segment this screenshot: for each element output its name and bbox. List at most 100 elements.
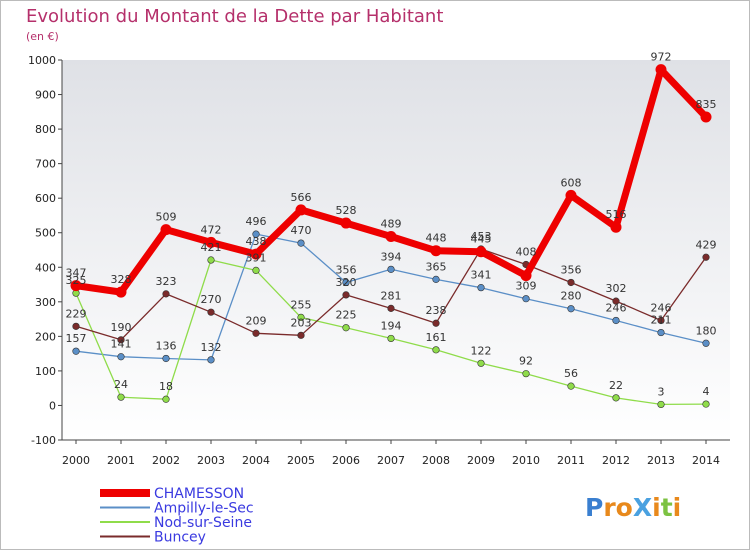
data-label: 323 [156, 275, 177, 288]
data-point [385, 231, 397, 243]
data-label: 4 [703, 385, 710, 398]
y-tick-label: 100 [35, 365, 56, 378]
data-label: 302 [606, 282, 627, 295]
x-tick-label: 2005 [287, 454, 315, 467]
data-point [702, 400, 710, 408]
data-labels-ampilly-le-sec: 157 141 136 1324964703563943653413092802462… [66, 215, 717, 354]
data-label: 180 [696, 324, 717, 337]
y-tick-label: -100 [31, 434, 56, 447]
y-tick-label: 900 [35, 89, 56, 102]
data-label: 472 [201, 223, 222, 236]
x-tick-label: 2003 [197, 454, 225, 467]
data-point [475, 246, 487, 258]
data-point [207, 308, 215, 316]
x-tick-label: 2014 [692, 454, 720, 467]
axes: -100 0 100 200 300 400 500 600 700 800 900 1000 2000… [28, 54, 730, 467]
data-point [340, 217, 352, 229]
data-label: 341 [471, 269, 492, 282]
y-tick-label: 0 [49, 399, 56, 412]
data-label: 22 [609, 379, 623, 392]
data-point [72, 322, 80, 330]
data-point [702, 339, 710, 347]
data-label: 320 [336, 276, 357, 289]
data-point [205, 236, 217, 248]
data-point [342, 278, 350, 287]
data-label: 3 [658, 385, 665, 398]
data-point [387, 304, 395, 312]
data-label: 141 [111, 338, 132, 351]
data-point [567, 305, 575, 313]
x-tick-label: 2012 [602, 454, 630, 467]
data-label: 356 [561, 263, 582, 276]
data-point [567, 278, 575, 287]
x-tick-label: 2013 [647, 454, 675, 467]
data-label: 246 [651, 301, 672, 314]
data-point [250, 248, 262, 260]
data-label: 835 [696, 98, 717, 111]
data-point [162, 395, 170, 403]
series-ampilly-le-sec [72, 230, 710, 364]
data-label: 429 [696, 238, 717, 251]
data-label: 391 [246, 251, 267, 264]
data-label: 203 [291, 316, 312, 329]
data-label: 438 [246, 235, 267, 248]
data-label: 328 [111, 273, 132, 286]
data-point [432, 275, 440, 283]
data-point [657, 316, 665, 325]
data-point [657, 328, 665, 337]
data-label: 445 [471, 233, 492, 246]
x-tick-label: 2009 [467, 454, 495, 467]
data-label: 132 [201, 341, 222, 354]
x-tick-label: 2011 [557, 454, 585, 467]
data-point [70, 280, 82, 292]
x-tick-label: 2001 [107, 454, 135, 467]
data-point [342, 291, 350, 299]
data-label: 24 [114, 378, 128, 391]
data-point [207, 256, 215, 264]
data-point [252, 329, 260, 337]
data-label: 453 [471, 230, 492, 243]
y-tick-label: 800 [35, 123, 56, 136]
series-chamesson [70, 64, 712, 298]
data-point [117, 393, 125, 401]
data-label: 18 [159, 380, 173, 393]
data-point [520, 270, 532, 282]
proxiti-logo: ProXiti [585, 493, 681, 522]
data-label: 136 [156, 339, 177, 352]
data-label: 194 [381, 319, 402, 332]
data-point [297, 313, 305, 321]
x-tick-label: 2000 [62, 454, 90, 467]
data-point [612, 297, 620, 305]
data-point [432, 346, 440, 354]
data-point [657, 400, 665, 409]
data-point [72, 347, 80, 355]
data-label: 509 [156, 211, 177, 224]
x-tick-label: 2010 [512, 454, 540, 467]
data-point [115, 286, 127, 298]
y-tick-label: 500 [35, 227, 56, 240]
data-point [342, 324, 350, 332]
data-label: 608 [561, 176, 582, 189]
x-tick-label: 2008 [422, 454, 450, 467]
data-label: 448 [426, 232, 447, 245]
y-tick-label: 600 [35, 192, 56, 205]
legend-label: CHAMESSON [154, 486, 244, 502]
data-label: 270 [201, 293, 222, 306]
data-point [387, 334, 395, 343]
data-label: 280 [561, 290, 582, 303]
data-point [387, 265, 395, 273]
data-label: 246 [606, 301, 627, 314]
data-label: 566 [291, 191, 312, 204]
legend: CHAMESSONAmpilly-le-SecNod-sur-SeineBunc… [100, 486, 254, 546]
data-label: 255 [291, 298, 312, 311]
data-label: 421 [201, 241, 222, 254]
data-label: 408 [516, 246, 537, 259]
data-point [207, 356, 215, 364]
data-label: 356 [336, 263, 357, 276]
data-point [612, 316, 620, 325]
data-label: 516 [606, 208, 627, 221]
y-tick-label: 1000 [28, 54, 56, 67]
data-label: 489 [381, 218, 402, 231]
data-labels-nod-sur-seine: 325 24 18 421 391 255 225 194 161 122 92 56 22 3 4 [66, 241, 710, 398]
